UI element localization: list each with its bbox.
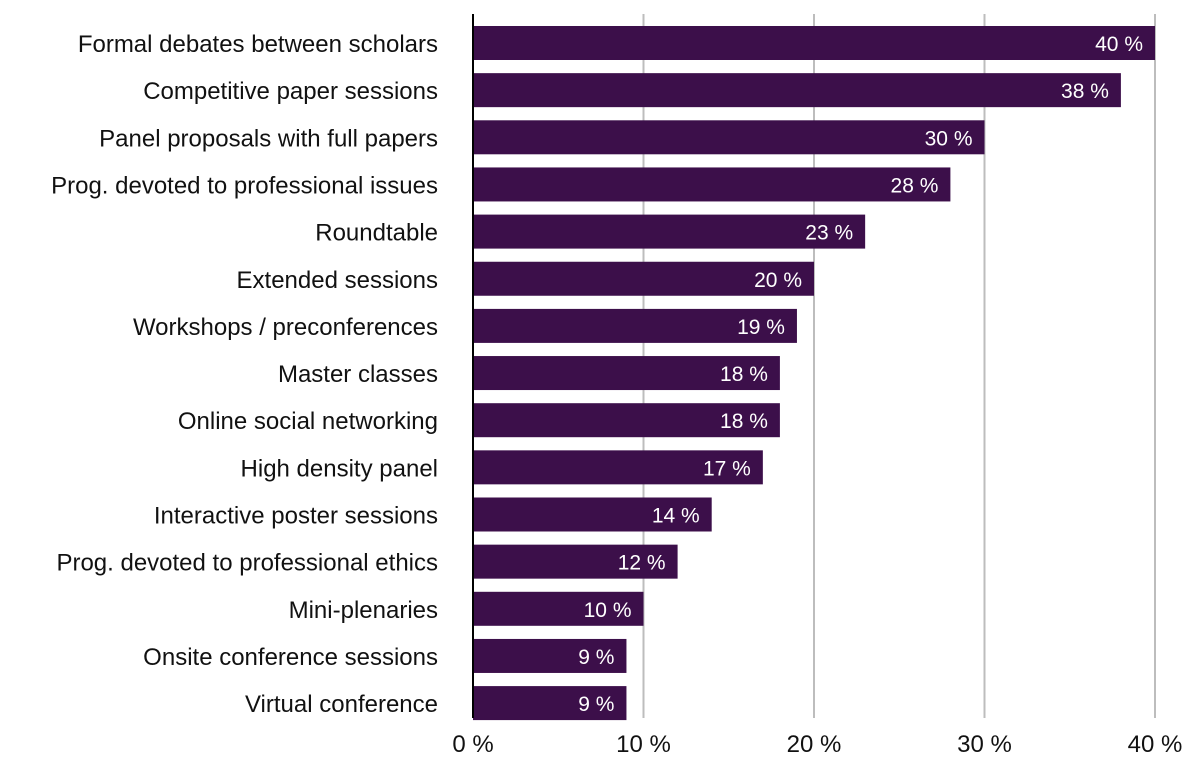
x-tick-label: 10 % [616,731,671,758]
bar-value-label: 14 % [652,505,700,528]
category-label: Master classes [278,361,438,388]
x-tick-label: 0 % [452,731,493,758]
bar [473,120,985,154]
bar [473,73,1121,107]
x-tick-label: 20 % [787,731,842,758]
x-tick-label: 40 % [1128,731,1183,758]
category-label: Competitive paper sessions [143,78,438,105]
bar-value-label: 30 % [925,127,973,150]
category-label: Workshops / preconferences [133,314,438,341]
category-label: High density panel [241,455,438,482]
bar-value-label: 28 % [891,174,939,197]
category-label: Panel proposals with full papers [99,125,438,152]
bar-value-label: 20 % [754,269,802,292]
category-label: Interactive poster sessions [154,503,438,530]
bar [473,26,1155,60]
bar-value-label: 17 % [703,457,751,480]
bar-value-label: 10 % [584,599,632,622]
bar-value-label: 18 % [720,410,768,433]
category-label: Extended sessions [237,267,438,294]
bar-value-label: 38 % [1061,80,1109,103]
category-label: Prog. devoted to professional issues [51,172,438,199]
bar-value-label: 40 % [1095,33,1143,56]
x-tick-label: 30 % [957,731,1012,758]
category-label: Prog. devoted to professional ethics [56,550,438,577]
category-label: Online social networking [178,408,438,435]
x-tick-labels: 0 % 10 % 20 % 30 % 40 % [452,731,1182,758]
bar [473,167,950,201]
category-label: Formal debates between scholars [78,31,438,58]
category-labels: Formal debates between scholars Competiti… [51,31,438,718]
bar-value-label: 18 % [720,363,768,386]
bar-value-label: 9 % [578,646,614,669]
category-label: Roundtable [315,220,438,247]
bar-value-label: 23 % [805,222,853,245]
bar-value-label: 9 % [578,693,614,716]
category-label: Virtual conference [245,691,438,718]
category-label: Onsite conference sessions [143,644,438,671]
category-label: Mini-plenaries [289,597,438,624]
bar-value-label: 12 % [618,552,666,575]
bar-value-label: 19 % [737,316,785,339]
